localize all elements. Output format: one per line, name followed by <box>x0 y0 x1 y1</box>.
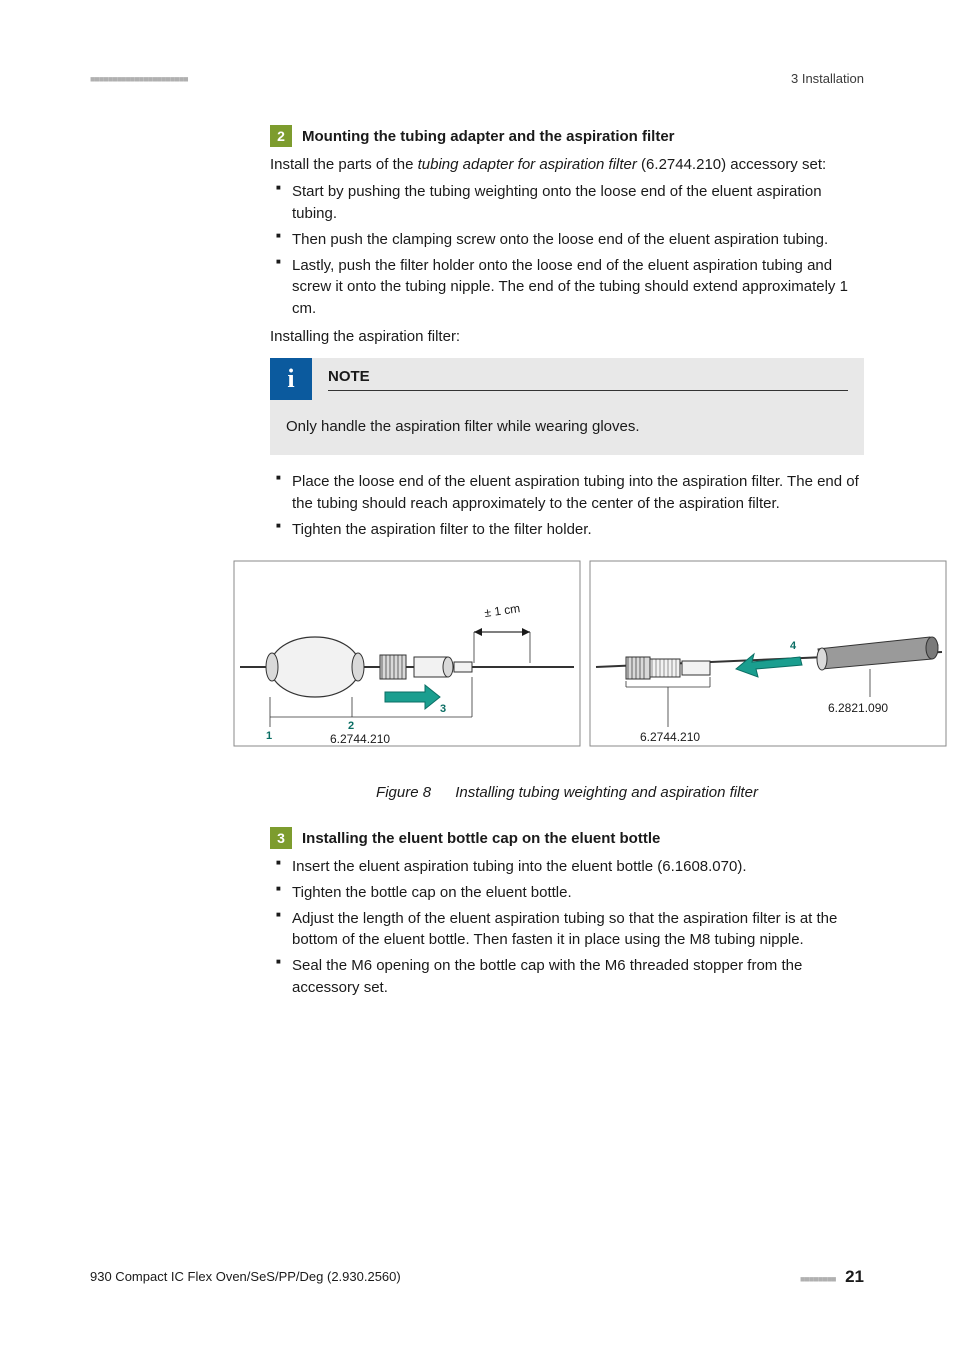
list-item: Seal the M6 opening on the bottle cap wi… <box>270 955 864 999</box>
list-item: Tighten the bottle cap on the eluent bot… <box>270 882 864 904</box>
list-item: Lastly, push the filter holder onto the … <box>270 255 864 320</box>
info-icon: i <box>270 358 312 400</box>
figure-caption-text: Installing tubing weighting and aspirati… <box>455 784 758 801</box>
header-section: 3 Installation <box>791 70 864 89</box>
list-item: Insert the eluent aspiration tubing into… <box>270 856 864 878</box>
svg-text:6.2821.090: 6.2821.090 <box>828 701 888 715</box>
list-item: Tighten the aspiration filter to the fil… <box>270 519 864 541</box>
step-2-header: 2 Mounting the tubing adapter and the as… <box>270 125 864 148</box>
step-3-bullets: Insert the eluent aspiration tubing into… <box>270 856 864 999</box>
step-2-title: Mounting the tubing adapter and the aspi… <box>302 125 675 148</box>
figure-svg: ± 1 cm3126.2744.21046.2821.0906.2744.210 <box>230 557 950 772</box>
step-2-body: Install the parts of the tubing adapter … <box>270 154 864 541</box>
footer-right: ■■■■■■■■ 21 <box>800 1265 864 1290</box>
main-content: 2 Mounting the tubing adapter and the as… <box>270 125 864 999</box>
step-3-header: 3 Installing the eluent bottle cap on th… <box>270 827 864 850</box>
step-3-number: 3 <box>270 827 292 849</box>
note-box: i NOTE Only handle the aspiration filter… <box>270 358 864 456</box>
note-title-wrap: NOTE <box>312 358 864 400</box>
footer-dashes: ■■■■■■■■ <box>800 1274 836 1284</box>
list-item: Then push the clamping screw onto the lo… <box>270 229 864 251</box>
svg-text:3: 3 <box>440 703 446 715</box>
note-title: NOTE <box>328 366 848 391</box>
page-header: ■■■■■■■■■■■■■■■■■■■■■■ 3 Installation <box>90 70 864 89</box>
figure-caption: Figure 8 Installing tubing weighting and… <box>270 782 864 804</box>
list-item: Place the loose end of the eluent aspira… <box>270 471 864 515</box>
step-3-title: Installing the eluent bottle cap on the … <box>302 827 660 850</box>
step-2-bullets-b: Place the loose end of the eluent aspira… <box>270 471 864 540</box>
svg-text:± 1 cm: ± 1 cm <box>483 601 521 620</box>
step-2-number: 2 <box>270 125 292 147</box>
list-item: Start by pushing the tubing weighting on… <box>270 181 864 225</box>
step-2-mid: Installing the aspiration filter: <box>270 326 864 348</box>
list-item: Adjust the length of the eluent aspirati… <box>270 908 864 952</box>
step-2-intro: Install the parts of the tubing adapter … <box>270 154 864 176</box>
figure-label: Figure 8 <box>376 784 431 801</box>
step-3-body: Insert the eluent aspiration tubing into… <box>270 856 864 999</box>
figure-8: ± 1 cm3126.2744.21046.2821.0906.2744.210 <box>230 557 954 772</box>
svg-text:6.2744.210: 6.2744.210 <box>330 732 390 746</box>
page-number: 21 <box>845 1267 864 1286</box>
header-dashes: ■■■■■■■■■■■■■■■■■■■■■■ <box>90 73 188 86</box>
svg-text:1: 1 <box>266 730 272 742</box>
svg-text:6.2744.210: 6.2744.210 <box>640 730 700 744</box>
page-footer: 930 Compact IC Flex Oven/SeS/PP/Deg (2.9… <box>90 1265 864 1290</box>
svg-text:2: 2 <box>348 720 354 732</box>
footer-doc: 930 Compact IC Flex Oven/SeS/PP/Deg (2.9… <box>90 1268 401 1287</box>
step-2-bullets-a: Start by pushing the tubing weighting on… <box>270 181 864 320</box>
note-body: Only handle the aspiration filter while … <box>270 400 864 456</box>
svg-text:4: 4 <box>790 640 797 652</box>
